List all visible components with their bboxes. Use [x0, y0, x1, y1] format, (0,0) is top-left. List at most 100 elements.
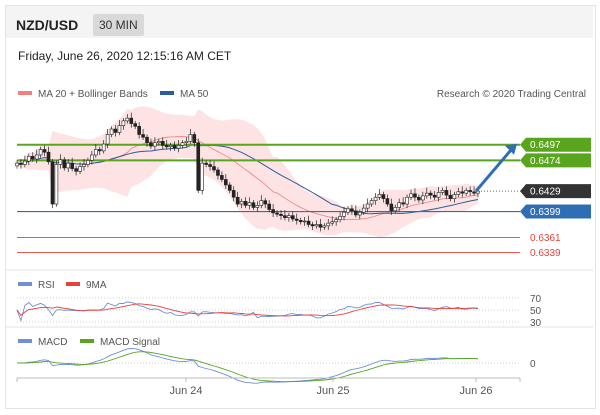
candle [54, 160, 59, 207]
candle [354, 205, 358, 218]
legend-ma50: MA 50 [180, 89, 209, 100]
candle [70, 157, 74, 172]
candle [440, 187, 445, 196]
candle [216, 167, 220, 180]
candle [204, 160, 208, 168]
candle [464, 187, 468, 196]
candle [153, 137, 157, 151]
candle [369, 197, 374, 207]
price-candles [15, 112, 480, 232]
candle [30, 152, 35, 162]
timeframe-badge[interactable]: 30 MIN [93, 14, 144, 36]
candle [239, 198, 244, 209]
candle [306, 215, 311, 228]
candle [444, 186, 449, 200]
candle [196, 138, 201, 194]
legend-macd-signal: MACD Signal [100, 337, 160, 348]
candle [436, 187, 441, 202]
candle [326, 219, 331, 230]
forecast-arrow-head [505, 143, 517, 155]
ma50-line [16, 144, 479, 215]
candle [113, 124, 118, 137]
candle [452, 191, 457, 203]
candle [350, 204, 354, 215]
candle [294, 213, 299, 225]
legend-macd-signal-swatch [80, 339, 94, 343]
candle [129, 112, 134, 128]
candle [298, 217, 303, 225]
macd-signal-line [17, 351, 479, 383]
forecast-arrow-shaft [474, 147, 514, 193]
candle [314, 220, 319, 229]
candle [224, 174, 228, 190]
candle [389, 198, 394, 215]
candle [243, 197, 248, 209]
candle [212, 161, 216, 173]
candle [27, 153, 31, 166]
candle [231, 186, 236, 202]
candle [137, 122, 141, 139]
candle [373, 193, 378, 205]
candle [279, 210, 283, 220]
candle [271, 204, 275, 217]
candle [192, 131, 197, 147]
candle [34, 149, 39, 164]
candle [432, 191, 437, 200]
price-level-labels: 0.6497 0.6474 0.6429 0.6399 0.6361 0.6339 [520, 137, 591, 259]
level-label-resistance: 0.6474 [520, 153, 591, 168]
level-label-pivot: 0.6399 [520, 204, 591, 219]
legend-macd: MACD [38, 337, 67, 348]
level-value: 0.6474 [530, 156, 561, 167]
x-tick-label: Jun 26 [459, 385, 492, 397]
candle [472, 186, 476, 196]
candle [338, 212, 342, 223]
candle [50, 159, 55, 209]
rsi-9ma-line [16, 303, 479, 317]
candle [97, 146, 102, 155]
candle [267, 199, 271, 213]
candle [322, 223, 327, 230]
candle [365, 198, 370, 213]
candle [421, 191, 425, 205]
candle [180, 139, 185, 149]
candle [413, 188, 417, 202]
legend-bollinger-swatch [18, 91, 32, 95]
rsi-level-label: 50 [530, 306, 542, 317]
candle [82, 159, 86, 171]
candle [157, 138, 161, 146]
legend-macd-swatch [18, 339, 32, 343]
moving-averages [16, 135, 479, 220]
macd-line [16, 348, 479, 384]
forecast-arrow [474, 143, 517, 193]
candle [23, 155, 27, 168]
candle [121, 118, 126, 130]
level-label-resistance: 0.6497 [520, 137, 591, 152]
candle [318, 219, 323, 232]
symbol-title: NZD/USD [16, 17, 79, 33]
price-panel: 0.6497 0.6474 0.6429 0.6399 0.6361 0.6339 [15, 106, 591, 259]
price-levels [17, 143, 520, 253]
level-label-support: 0.6339 [530, 248, 561, 259]
rsi-level-label: 30 [530, 318, 542, 329]
candle [227, 182, 232, 194]
candle [247, 197, 252, 210]
rsi-line [16, 301, 479, 322]
candle [133, 120, 138, 130]
candle [287, 212, 291, 222]
candle [401, 197, 405, 207]
candle [424, 187, 429, 199]
candle [19, 159, 23, 169]
candle [291, 211, 295, 222]
candle [302, 217, 307, 226]
x-tick-label: Jun 25 [316, 385, 349, 397]
level-label-current: 0.6429 [520, 184, 591, 199]
legend-9ma-swatch [66, 282, 80, 286]
level-value: 0.6497 [530, 140, 561, 151]
candle [259, 195, 264, 209]
candle [448, 189, 453, 202]
candle [145, 134, 149, 147]
candle [275, 210, 279, 217]
bollinger-band-area [17, 106, 478, 237]
level-value: 0.6429 [530, 187, 561, 198]
candle [38, 146, 43, 158]
